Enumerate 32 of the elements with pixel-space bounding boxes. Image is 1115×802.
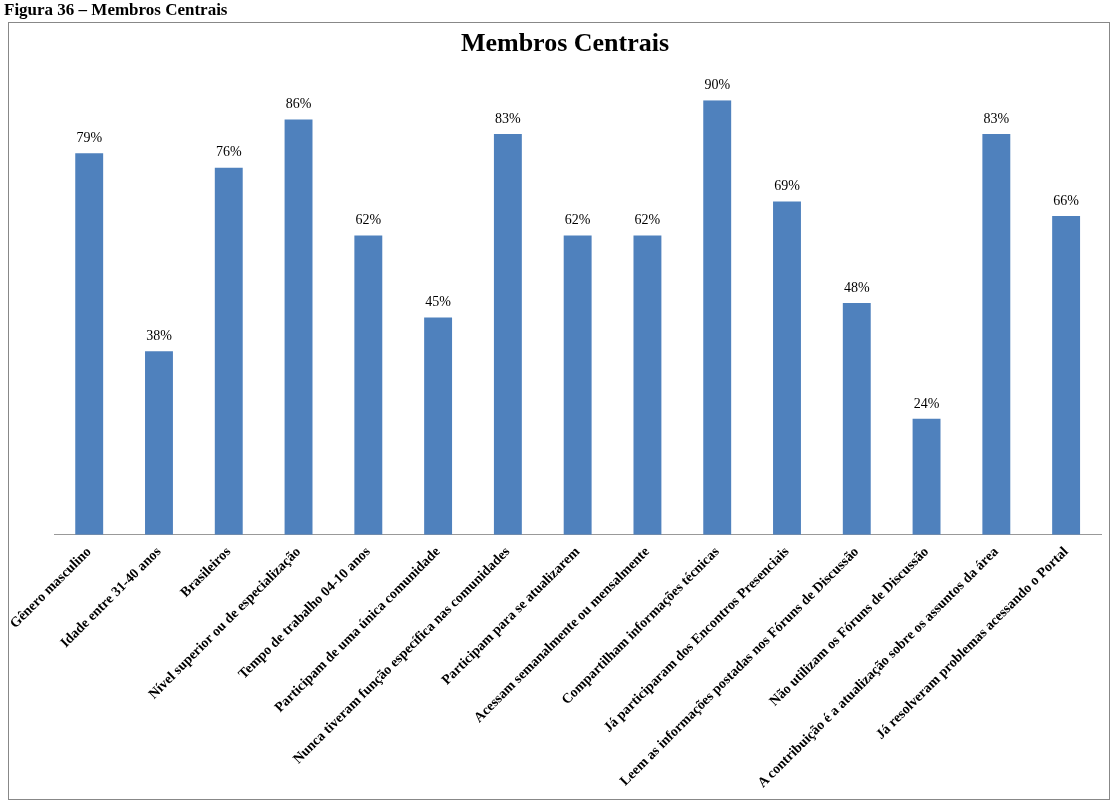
data-label: 76%	[215, 144, 242, 160]
data-label: 62%	[634, 212, 661, 228]
bar	[493, 134, 522, 535]
bar	[424, 317, 453, 535]
bar	[284, 119, 313, 535]
data-label: 48%	[843, 279, 870, 295]
data-label: 62%	[564, 212, 591, 228]
data-label: 62%	[355, 212, 382, 228]
bar	[75, 153, 104, 535]
data-label: 90%	[704, 76, 731, 92]
data-label: 69%	[774, 178, 801, 194]
data-label: 45%	[425, 294, 452, 310]
bar	[633, 235, 662, 535]
data-label: 83%	[495, 110, 522, 126]
data-label: 86%	[285, 96, 312, 112]
chart-title: Membros Centrais	[460, 28, 670, 58]
data-label: 66%	[1053, 192, 1080, 208]
data-label: 79%	[76, 129, 103, 145]
bar	[982, 134, 1011, 535]
bar	[703, 100, 732, 535]
bar	[912, 418, 941, 535]
bar	[563, 235, 592, 535]
bar	[214, 167, 243, 535]
bar	[145, 351, 173, 535]
bar	[842, 302, 871, 535]
bar	[354, 235, 383, 535]
data-label: 38%	[146, 327, 173, 343]
bar	[773, 201, 801, 535]
data-label: 24%	[913, 395, 940, 411]
bar	[1052, 216, 1081, 535]
text: Figura 36 – Membros Centrais	[4, 0, 228, 20]
data-label: 83%	[983, 110, 1010, 126]
